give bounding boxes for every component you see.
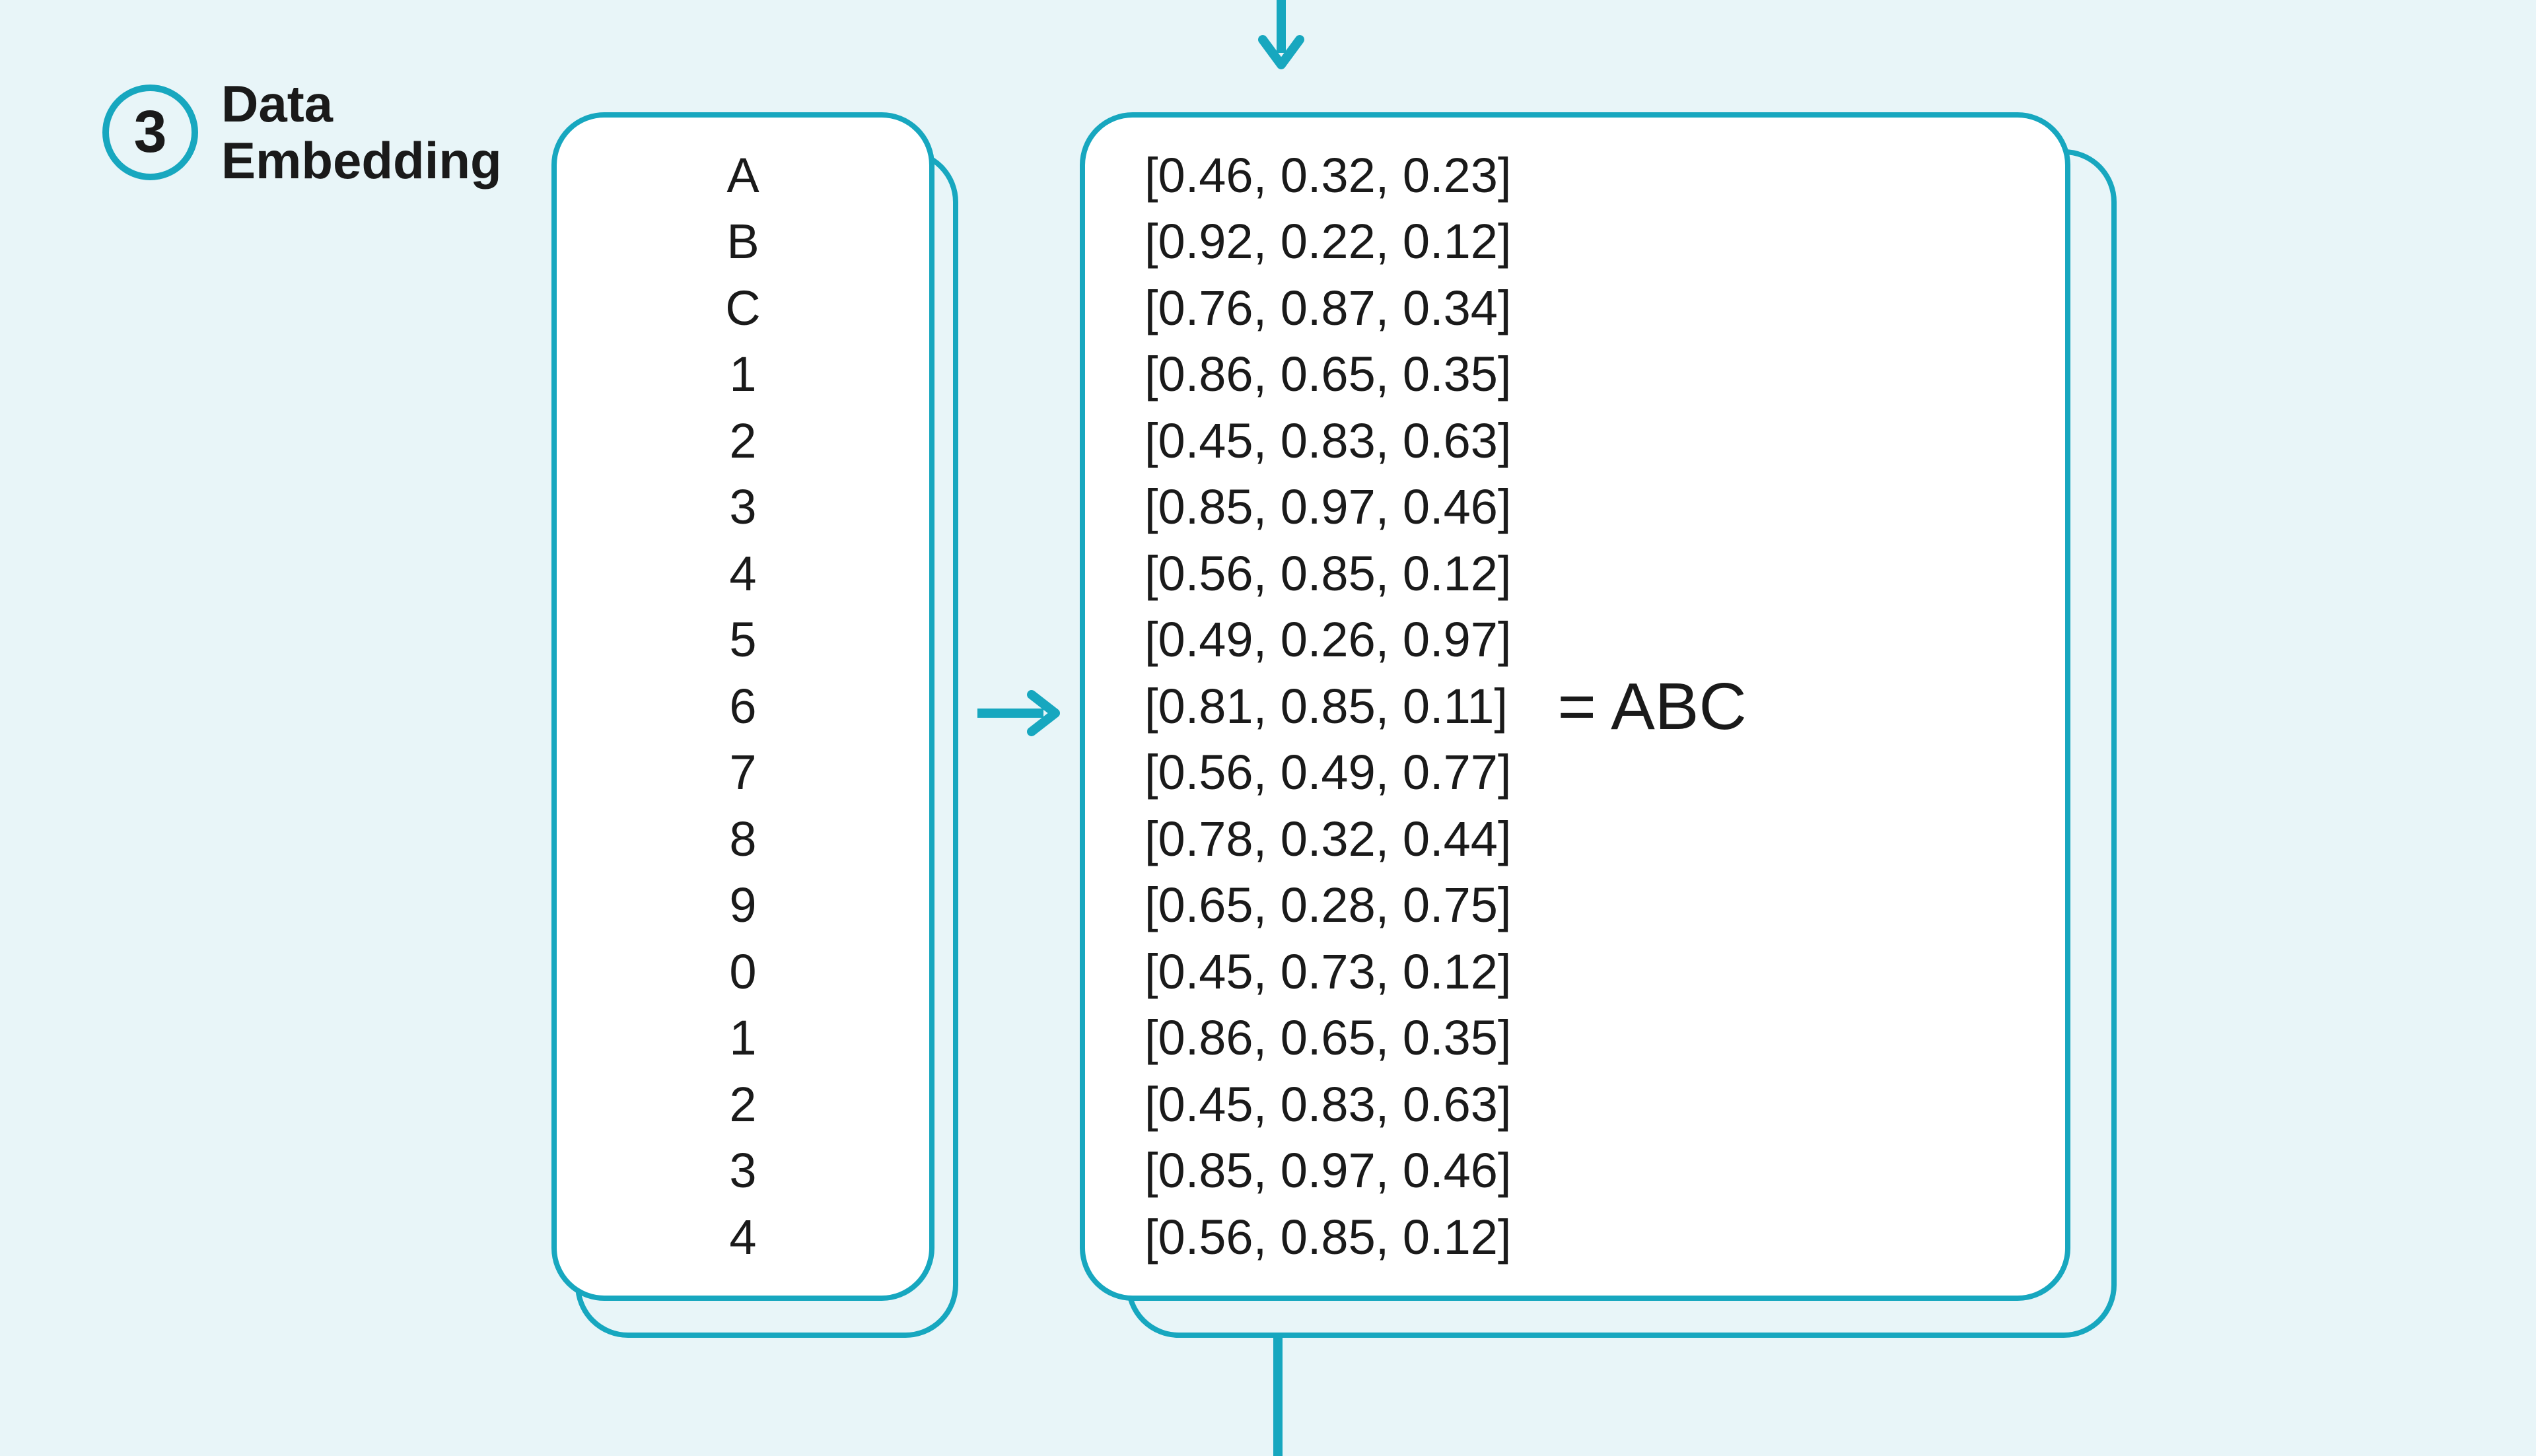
equals-label: = ABC — [1557, 669, 1746, 745]
vector-item: [0.86, 0.65, 0.35] — [1145, 344, 1511, 405]
vector-item: [0.45, 0.83, 0.63] — [1145, 411, 1511, 472]
step-title-line1: Data — [221, 76, 502, 133]
token-item: 4 — [725, 543, 760, 605]
token-item: 2 — [725, 411, 760, 472]
vector-item: [0.78, 0.32, 0.44] — [1145, 809, 1511, 870]
token-item: 4 — [725, 1207, 760, 1268]
token-list: ABC12345678901234 — [725, 145, 760, 1268]
token-item: 9 — [725, 875, 760, 936]
token-item: C — [725, 278, 760, 339]
token-item: A — [725, 145, 760, 207]
vector-item: [0.76, 0.87, 0.34] — [1145, 278, 1511, 339]
vector-item: [0.56, 0.85, 0.12] — [1145, 1207, 1511, 1268]
embedding-card-stack: [0.46, 0.32, 0.23][0.92, 0.22, 0.12][0.7… — [1080, 112, 2070, 1301]
arrow-out-bottom-icon — [1268, 1337, 1288, 1456]
vector-item: [0.85, 0.97, 0.46] — [1145, 477, 1511, 538]
vector-item: [0.56, 0.49, 0.77] — [1145, 742, 1511, 804]
vector-list: [0.46, 0.32, 0.23][0.92, 0.22, 0.12][0.7… — [1145, 145, 1511, 1268]
step-title: Data Embedding — [221, 76, 502, 190]
step-number: 3 — [133, 98, 166, 166]
token-card-stack: ABC12345678901234 — [551, 112, 934, 1301]
token-item: 2 — [725, 1074, 760, 1136]
token-item: 3 — [725, 477, 760, 538]
vector-item: [0.45, 0.83, 0.63] — [1145, 1074, 1511, 1136]
arrow-transform-icon — [977, 687, 1070, 740]
vector-item: [0.46, 0.32, 0.23] — [1145, 145, 1511, 207]
token-item: 5 — [725, 609, 760, 671]
embedding-card: [0.46, 0.32, 0.23][0.92, 0.22, 0.12][0.7… — [1080, 112, 2070, 1301]
token-item: 0 — [725, 942, 760, 1003]
token-item: 1 — [725, 344, 760, 405]
vector-item: [0.86, 0.65, 0.35] — [1145, 1008, 1511, 1069]
token-item: 3 — [725, 1140, 760, 1202]
token-item: 1 — [725, 1008, 760, 1069]
arrow-in-top-icon — [1255, 0, 1308, 86]
token-card: ABC12345678901234 — [551, 112, 934, 1301]
vector-item: [0.85, 0.97, 0.46] — [1145, 1140, 1511, 1202]
vector-item: [0.92, 0.22, 0.12] — [1145, 211, 1511, 273]
step-number-circle: 3 — [102, 85, 198, 180]
step-title-line2: Embedding — [221, 133, 502, 190]
vector-item: [0.81, 0.85, 0.11] — [1145, 676, 1511, 738]
step-header: 3 Data Embedding — [102, 76, 502, 190]
vector-item: [0.56, 0.85, 0.12] — [1145, 543, 1511, 605]
vector-item: [0.65, 0.28, 0.75] — [1145, 875, 1511, 936]
vector-item: [0.49, 0.26, 0.97] — [1145, 609, 1511, 671]
token-item: 8 — [725, 809, 760, 870]
token-item: B — [725, 211, 760, 273]
token-item: 6 — [725, 676, 760, 738]
vector-item: [0.45, 0.73, 0.12] — [1145, 942, 1511, 1003]
token-item: 7 — [725, 742, 760, 804]
